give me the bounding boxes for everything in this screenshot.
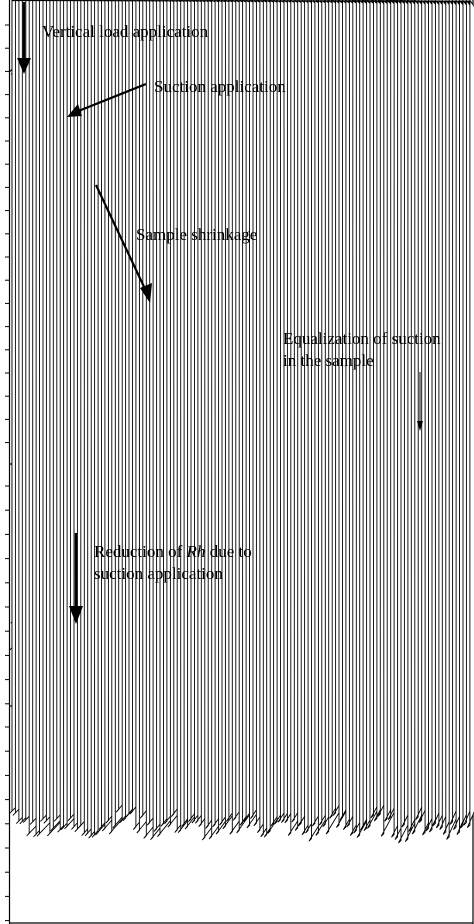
annotation-reduction-line2: suction application xyxy=(94,564,223,583)
panel-3-series xyxy=(9,0,474,844)
reduction-italic-rh: Rh xyxy=(186,542,206,561)
annotation-arrows xyxy=(17,2,423,624)
annotation-sample-shrinkage: Sample shrinkage xyxy=(136,225,257,244)
annotation-equalization-line1: Equalization of suction xyxy=(283,329,441,348)
annotation-reduction-line1: Reduction of Rh due to xyxy=(94,542,252,561)
reduction-prefix: Reduction of xyxy=(94,542,187,561)
shrinkage-arrow xyxy=(95,184,147,292)
annotation-vertical-load: Vertical load application xyxy=(42,22,209,41)
reduction-suffix: due to xyxy=(205,542,251,561)
reduction-arrowhead xyxy=(69,606,83,624)
annotation-suction-application: Suction application xyxy=(154,77,286,96)
equalization-arrowhead xyxy=(417,421,423,431)
shrinkage-arrowhead xyxy=(140,283,152,303)
suction-arrowhead xyxy=(67,104,82,117)
annotation-equalization-line2: in the sample xyxy=(283,351,374,370)
load-arrowhead xyxy=(17,58,31,74)
suction-arrow xyxy=(75,82,147,114)
panel-3-point xyxy=(466,0,474,829)
